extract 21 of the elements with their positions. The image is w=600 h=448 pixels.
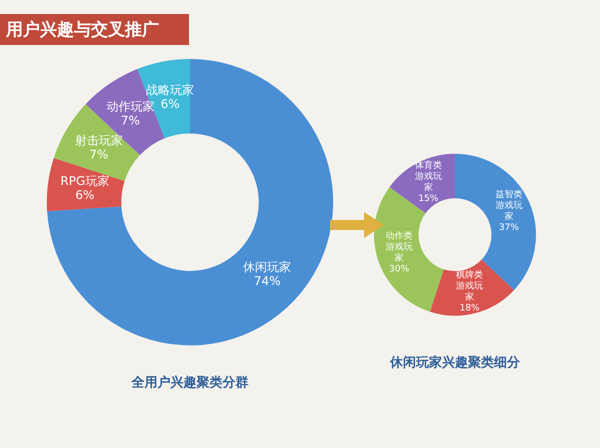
slice-label: 棋牌类游戏玩家 xyxy=(456,269,484,302)
text: 休闲玩家兴趣聚类细分 xyxy=(389,354,521,371)
slice-label: RPG玩家 xyxy=(60,174,110,188)
text: 全用户兴趣聚类分群 xyxy=(130,374,248,391)
data-label: 15% xyxy=(418,194,439,204)
data-label: 6% xyxy=(75,188,94,202)
data-label: 7% xyxy=(120,114,140,128)
slice-label: 体育类游戏玩家 xyxy=(414,160,442,194)
slice-label: 动作玩家 xyxy=(106,100,154,114)
data-label: 74% xyxy=(254,274,281,288)
data-label: 6% xyxy=(160,97,180,112)
slice-label: 休闲玩家 xyxy=(243,260,292,274)
slice-label: 益智类游戏玩家 xyxy=(495,189,522,222)
slice-label: 射击玩家 xyxy=(74,133,123,148)
slice-label: 动作类游戏玩家 xyxy=(386,230,413,264)
data-label: 7% xyxy=(89,147,108,162)
data-label: 37% xyxy=(498,223,520,234)
text: 用户兴趣与交叉推广 xyxy=(0,14,189,45)
slice-label: 战略玩家 xyxy=(146,83,194,98)
data-label: 30% xyxy=(389,264,410,275)
data-label: 18% xyxy=(460,303,480,314)
